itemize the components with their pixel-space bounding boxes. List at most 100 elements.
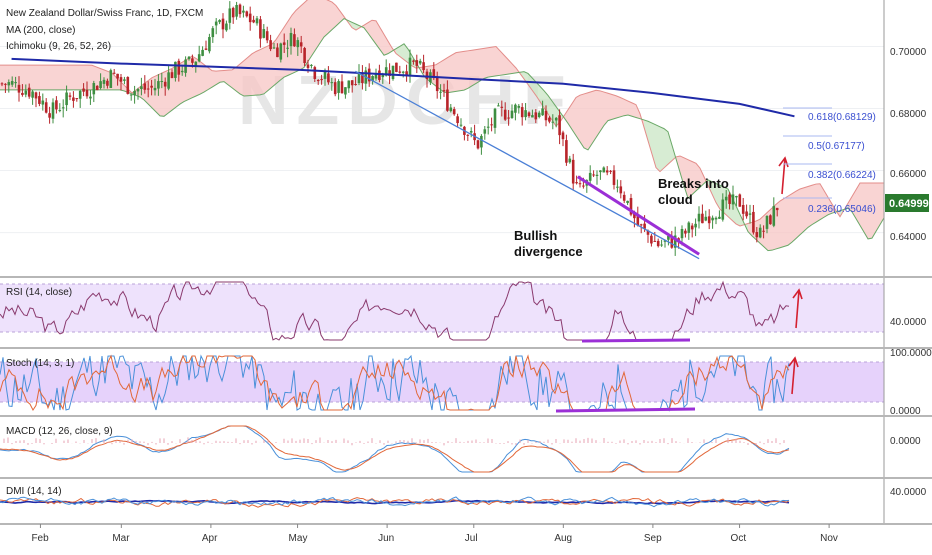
rsi-divergence-line (581, 338, 691, 343)
divergence-line (576, 175, 700, 256)
candle-body (61, 107, 65, 109)
candle-body (745, 211, 748, 217)
cloud-segment (748, 183, 840, 251)
candle-body (7, 82, 11, 86)
candle-body (170, 72, 174, 79)
candle-body (55, 100, 58, 110)
candle-body (599, 170, 602, 173)
candle-body (653, 240, 657, 242)
stoch-lines (0, 354, 799, 413)
candle-body (425, 71, 429, 80)
trendline (355, 70, 700, 260)
candle-body (242, 10, 245, 13)
candle-body (690, 225, 694, 230)
candle-body (255, 18, 259, 24)
candle-body (616, 186, 619, 188)
candle-body (146, 88, 150, 90)
candle-body (106, 80, 109, 86)
candle-body (660, 244, 663, 246)
candle-body (174, 61, 177, 78)
candle-body (259, 19, 262, 39)
candle-body (636, 215, 640, 226)
candle-body (109, 70, 113, 89)
stoch-pane: Stoch (14, 3, 1) 100.0000 0.0000 (0, 348, 932, 417)
candle-body (626, 200, 629, 203)
candle-body (582, 185, 585, 187)
candle-body (228, 8, 232, 23)
candle-body (333, 82, 337, 95)
candle-body (48, 113, 51, 118)
candle-body (605, 170, 609, 173)
candle-body (446, 89, 449, 111)
x-tick-label: Apr (202, 533, 218, 544)
candle-body (646, 230, 650, 235)
candle-body (680, 228, 684, 239)
candle-body (378, 70, 381, 80)
candle-body (548, 117, 551, 122)
candle-body (296, 40, 300, 48)
candle-body (126, 77, 130, 94)
candle-body (65, 92, 68, 106)
candle-body (99, 81, 102, 89)
candle-body (772, 206, 776, 226)
cloud-segment (348, 20, 364, 31)
macd-lines (0, 425, 790, 473)
rsi-arrow-head (792, 288, 803, 300)
candle-body (293, 34, 296, 47)
candle-body (500, 106, 504, 108)
candle-body (650, 235, 653, 244)
candle-body (442, 90, 446, 92)
candle-body (371, 76, 374, 81)
annotation-divergence-line2: divergence (514, 244, 583, 259)
candle-body (340, 81, 344, 94)
candle-body (133, 90, 136, 96)
candle-body (245, 11, 249, 17)
candle-body (483, 129, 487, 134)
candle-body (157, 81, 160, 89)
candle-body (490, 124, 493, 126)
candle-body (221, 18, 225, 30)
candle-body (78, 90, 82, 99)
candle-body (361, 73, 364, 84)
candle-body (265, 31, 269, 41)
candle-body (755, 232, 759, 238)
candle-body (248, 13, 252, 23)
stoch-tick-bottom: 0.0000 (890, 406, 921, 417)
candle-body (476, 140, 480, 149)
dmi-lines (0, 496, 790, 508)
candle-body (303, 48, 306, 64)
candle-body (14, 82, 17, 84)
candle-body (677, 238, 680, 241)
macd-title: MACD (12, 26, close, 9) (6, 426, 113, 437)
candle-body (758, 227, 762, 238)
candle-body (320, 79, 323, 81)
candle-body (775, 207, 779, 211)
time-axis: Feb Mar Apr May Jun Jul Aug Sep Oct Nov (31, 524, 838, 544)
candle-body (571, 159, 575, 184)
cloud-segment (564, 90, 644, 150)
dmi-tick: 40.0000 (890, 487, 927, 498)
candle-body (384, 67, 388, 76)
candle-body (721, 199, 725, 220)
candle-body (435, 76, 439, 92)
candle-body (731, 194, 735, 205)
candle-body (449, 107, 453, 112)
cloud-segment (520, 71, 564, 127)
candle-body (27, 87, 31, 97)
candle-body (95, 85, 99, 91)
candle-body (344, 87, 347, 95)
candle-body (306, 64, 310, 68)
candle-body (568, 158, 572, 163)
cloud-segment (364, 20, 396, 56)
candle-body (422, 62, 425, 71)
candles (0, 1, 779, 256)
stoch-arrow-head (788, 356, 799, 368)
candle-body (327, 73, 330, 83)
x-tick-label: Aug (554, 533, 572, 544)
rsi-tick: 40.0000 (890, 317, 927, 328)
macd-pane: MACD (12, 26, close, 9) 0.0000 (0, 417, 921, 477)
stoch-tick-top: 100.0000 (890, 348, 932, 359)
indicator-ma: MA (200, close) (6, 25, 75, 36)
